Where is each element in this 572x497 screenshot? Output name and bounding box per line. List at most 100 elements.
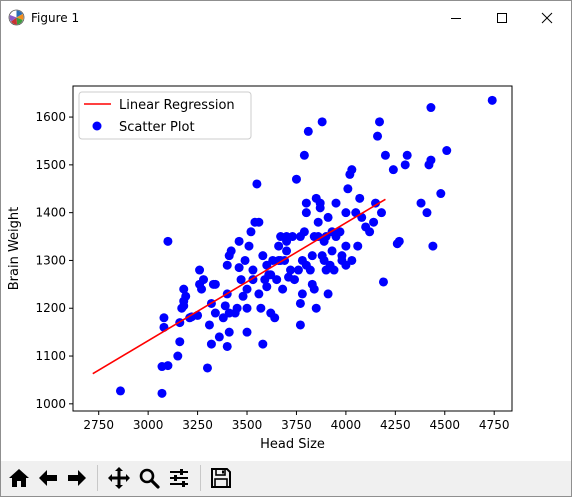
scatter-point <box>222 260 232 270</box>
scatter-point <box>335 227 345 237</box>
scatter-point <box>402 150 412 160</box>
scatter-point <box>210 279 220 289</box>
scatter-point <box>278 284 288 294</box>
scatter-point <box>353 241 363 251</box>
scatter-point <box>291 174 301 184</box>
legend-label-linear-regression: Linear Regression <box>119 98 235 113</box>
scatter-point <box>309 284 319 294</box>
scatter-point <box>416 198 426 208</box>
scatter-point <box>224 327 234 337</box>
scatter-point <box>234 236 244 246</box>
scatter-point <box>199 275 209 285</box>
scatter-point <box>210 308 220 318</box>
x-tick-label: 3250 <box>182 418 213 432</box>
scatter-point <box>244 241 254 251</box>
minimize-button[interactable] <box>433 1 479 35</box>
scatter-point <box>323 212 333 222</box>
scatter-point <box>331 198 341 208</box>
forward-button[interactable] <box>63 464 91 492</box>
scatter-point <box>252 179 262 189</box>
close-button[interactable] <box>524 1 570 35</box>
scatter-point <box>242 303 252 313</box>
scatter-point <box>246 227 256 237</box>
scatter-point <box>242 284 252 294</box>
scatter-point <box>373 131 383 141</box>
y-tick-label: 1100 <box>35 349 66 363</box>
scatter-point <box>376 208 386 218</box>
scatter-point <box>202 363 212 373</box>
scatter-point <box>197 284 207 294</box>
scatter-point <box>222 341 232 351</box>
x-tick-label: 4250 <box>380 418 411 432</box>
scatter-point <box>214 332 224 342</box>
scatter-point <box>163 236 173 246</box>
scatter-point <box>258 339 268 349</box>
scatter-point <box>195 265 205 275</box>
scatter-point <box>341 208 351 218</box>
scatter-point <box>422 208 432 218</box>
back-button[interactable] <box>34 464 62 492</box>
y-tick-label: 1200 <box>35 301 66 315</box>
x-tick-label: 3000 <box>133 418 164 432</box>
scatter-point <box>286 265 296 275</box>
figure-canvas[interactable]: 2750 3000 3250 3500 3750 4000 4250 4500 4750 1000… <box>1 35 571 462</box>
x-tick-label: 3750 <box>281 418 312 432</box>
scatter-point <box>365 227 375 237</box>
maximize-button[interactable] <box>479 1 525 35</box>
scatter-point <box>254 217 264 227</box>
scatter-chart: 2750 3000 3250 3500 3750 4000 4250 4500 4750 1000… <box>7 85 513 452</box>
toolbar-separator <box>97 465 98 491</box>
scatter-point <box>301 198 311 208</box>
scatter-point <box>378 277 388 287</box>
legend-box <box>78 91 252 140</box>
zoom-button[interactable] <box>135 464 163 492</box>
x-tick-label: 4500 <box>429 418 460 432</box>
scatter-point <box>329 265 339 275</box>
scatter-point <box>307 251 317 261</box>
pan-icon <box>108 467 130 489</box>
scatter-point <box>436 189 446 199</box>
configure-subplots-button[interactable] <box>165 464 193 492</box>
y-tick-label: 1400 <box>35 206 66 220</box>
scatter-point <box>303 126 313 136</box>
scatter-point <box>347 165 357 175</box>
scatter-point <box>487 95 497 105</box>
scatter-point <box>369 217 379 227</box>
scatter-point <box>299 150 309 160</box>
scatter-point <box>115 386 125 396</box>
scatter-point <box>289 275 299 285</box>
scatter-point <box>317 117 327 127</box>
scatter-point <box>272 275 282 285</box>
scatter-point <box>206 339 216 349</box>
scatter-point <box>254 289 264 299</box>
scatter-point <box>240 255 250 265</box>
scatter-point <box>262 282 272 292</box>
scatter-point <box>301 208 311 218</box>
scatter-point <box>159 313 169 323</box>
legend: Linear Regression Scatter Plot <box>78 91 252 140</box>
scatter-point <box>341 241 351 251</box>
navigation-toolbar <box>1 461 571 496</box>
scatter-point <box>295 298 305 308</box>
scatter-point <box>375 117 385 127</box>
scatter-point <box>337 251 347 261</box>
home-button[interactable] <box>5 464 33 492</box>
y-tick-label: 1000 <box>35 397 66 411</box>
window-title: Figure 1 <box>31 11 80 25</box>
regression-line <box>92 198 386 375</box>
scatter-point <box>163 361 173 371</box>
scatter-point <box>347 255 357 265</box>
scatter-point <box>204 320 214 330</box>
scatter-point <box>426 155 436 165</box>
scatter-point <box>232 303 242 313</box>
configure-subplots-icon <box>170 469 188 487</box>
forward-arrow-icon <box>68 470 86 486</box>
x-tick-label: 4000 <box>331 418 362 432</box>
minimize-icon <box>451 18 461 19</box>
pan-button[interactable] <box>105 464 133 492</box>
save-button[interactable] <box>207 464 235 492</box>
scatter-point <box>380 150 390 160</box>
regression-lines <box>92 198 386 375</box>
scatter-point <box>256 303 266 313</box>
